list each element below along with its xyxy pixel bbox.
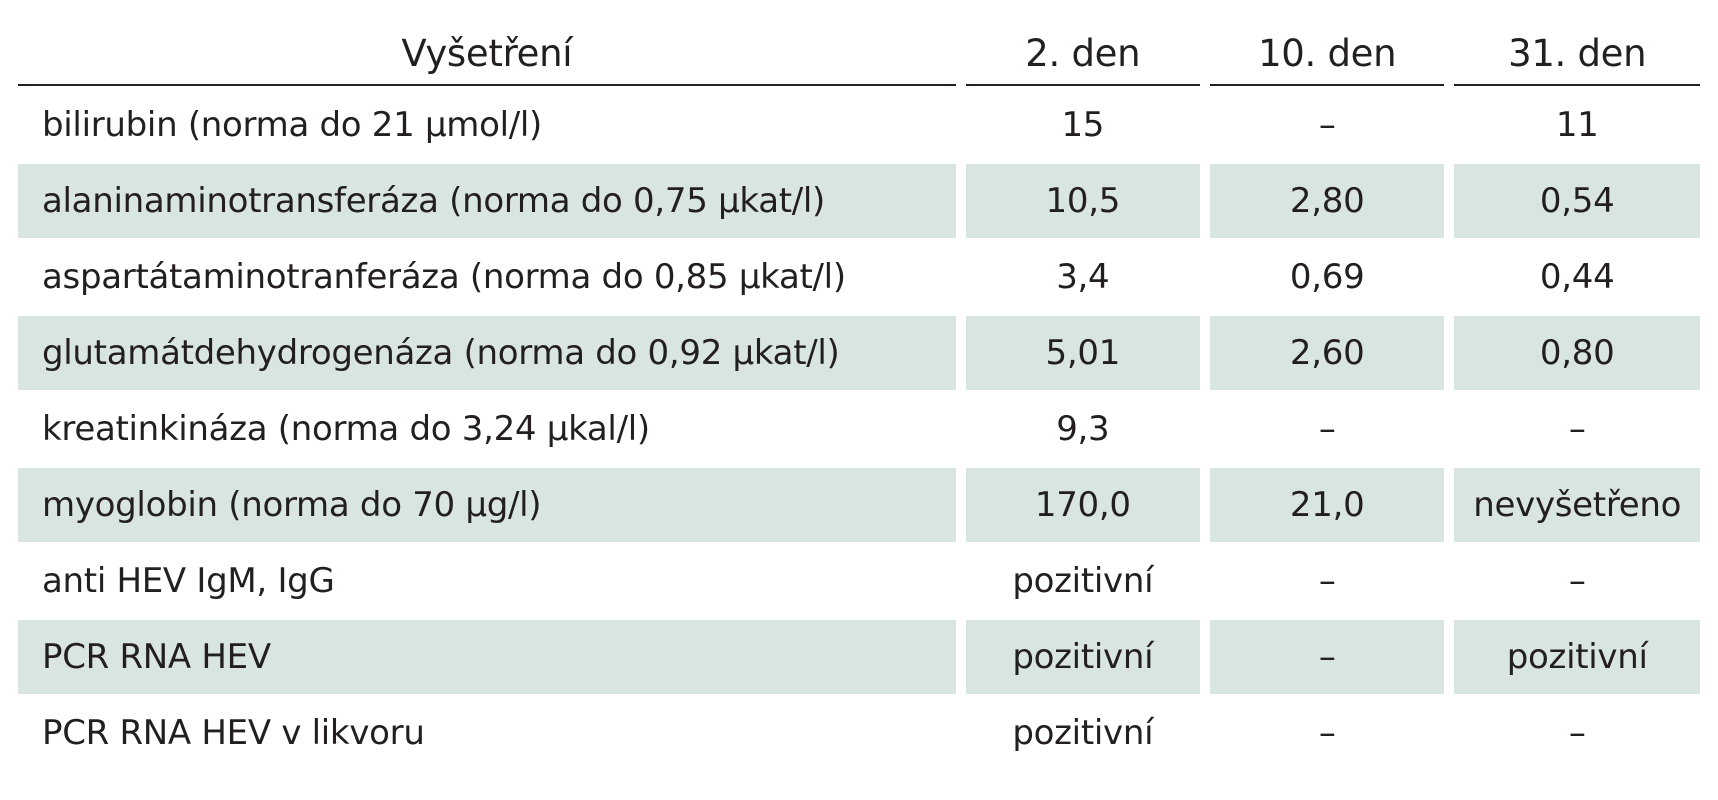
cell-day-10: 2,60 bbox=[1209, 314, 1445, 390]
cell-day-10: – bbox=[1209, 542, 1445, 618]
row-label: PCR RNA HEV bbox=[18, 618, 956, 694]
cell-day-31: – bbox=[1454, 542, 1700, 618]
cell-day-2: 170,0 bbox=[965, 466, 1200, 542]
table-row: bilirubin (norma do 21 µmol/l) 15 – 11 bbox=[18, 86, 1700, 162]
cell-day-2: pozitivní bbox=[965, 618, 1200, 694]
table-row: kreatinkináza (norma do 3,24 µkal/l) 9,3… bbox=[18, 390, 1700, 466]
cell-day-31: – bbox=[1454, 390, 1700, 466]
header-day-31: 31. den bbox=[1454, 22, 1700, 86]
cell-day-2: 10,5 bbox=[965, 162, 1200, 238]
cell-day-2: 5,01 bbox=[965, 314, 1200, 390]
cell-day-31: 0,80 bbox=[1454, 314, 1700, 390]
lab-results-table: Vyšetření 2. den 10. den 31. den bilirub… bbox=[8, 22, 1710, 770]
table-header-row: Vyšetření 2. den 10. den 31. den bbox=[18, 22, 1700, 86]
cell-day-10: 0,69 bbox=[1209, 238, 1445, 314]
row-label: kreatinkináza (norma do 3,24 µkal/l) bbox=[18, 390, 956, 466]
row-label: glutamátdehydrogenáza (norma do 0,92 µka… bbox=[18, 314, 956, 390]
row-label: alaninaminotransferáza (norma do 0,75 µk… bbox=[18, 162, 956, 238]
cell-day-10: 21,0 bbox=[1209, 466, 1445, 542]
cell-day-10: – bbox=[1209, 618, 1445, 694]
cell-day-31: 0,44 bbox=[1454, 238, 1700, 314]
cell-day-10: – bbox=[1209, 390, 1445, 466]
table-row: anti HEV IgM, IgG pozitivní – – bbox=[18, 542, 1700, 618]
cell-day-31: 0,54 bbox=[1454, 162, 1700, 238]
cell-day-2: 9,3 bbox=[965, 390, 1200, 466]
table-row: myoglobin (norma do 70 µg/l) 170,0 21,0 … bbox=[18, 466, 1700, 542]
cell-day-10: – bbox=[1209, 694, 1445, 770]
header-day-10: 10. den bbox=[1209, 22, 1445, 86]
cell-day-10: – bbox=[1209, 86, 1445, 162]
cell-day-10: 2,80 bbox=[1209, 162, 1445, 238]
cell-day-31: nevyšetřeno bbox=[1454, 466, 1700, 542]
row-label: PCR RNA HEV v likvoru bbox=[18, 694, 956, 770]
cell-day-31: – bbox=[1454, 694, 1700, 770]
row-label: myoglobin (norma do 70 µg/l) bbox=[18, 466, 956, 542]
cell-day-31: pozitivní bbox=[1454, 618, 1700, 694]
row-label: anti HEV IgM, IgG bbox=[18, 542, 956, 618]
cell-day-2: 3,4 bbox=[965, 238, 1200, 314]
table-row: glutamátdehydrogenáza (norma do 0,92 µka… bbox=[18, 314, 1700, 390]
header-day-2: 2. den bbox=[965, 22, 1200, 86]
row-label: aspartátaminotranferáza (norma do 0,85 µ… bbox=[18, 238, 956, 314]
cell-day-31: 11 bbox=[1454, 86, 1700, 162]
row-label: bilirubin (norma do 21 µmol/l) bbox=[18, 86, 956, 162]
cell-day-2: pozitivní bbox=[965, 542, 1200, 618]
cell-day-2: pozitivní bbox=[965, 694, 1200, 770]
table-row: alaninaminotransferáza (norma do 0,75 µk… bbox=[18, 162, 1700, 238]
lab-results-table-container: Vyšetření 2. den 10. den 31. den bilirub… bbox=[18, 22, 1700, 770]
header-examination: Vyšetření bbox=[18, 22, 956, 86]
table-row: aspartátaminotranferáza (norma do 0,85 µ… bbox=[18, 238, 1700, 314]
table-row: PCR RNA HEV v likvoru pozitivní – – bbox=[18, 694, 1700, 770]
cell-day-2: 15 bbox=[965, 86, 1200, 162]
table-row: PCR RNA HEV pozitivní – pozitivní bbox=[18, 618, 1700, 694]
